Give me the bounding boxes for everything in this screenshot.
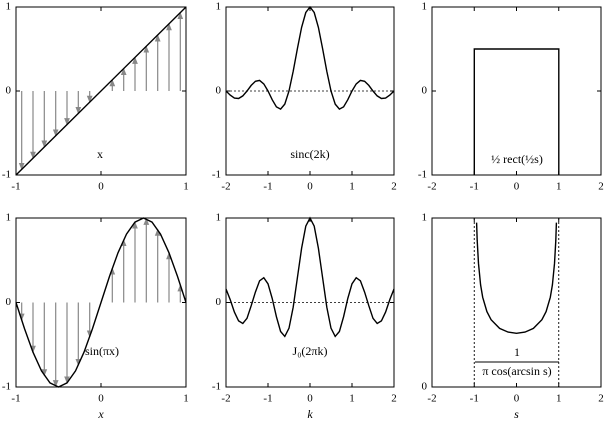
annotation-denominator: π cos(arcsin s) xyxy=(482,364,551,378)
y-tick-label: 1 xyxy=(6,212,12,224)
x-tick-label: -1 xyxy=(263,393,272,405)
annotation: x xyxy=(97,147,103,161)
y-tick-label: 1 xyxy=(422,212,428,224)
x-tick-label: 1 xyxy=(556,181,562,193)
x-tick-label: 0 xyxy=(98,181,104,193)
x-tick-label: -2 xyxy=(427,181,436,193)
x-tick-label: -2 xyxy=(221,393,230,405)
y-tick-label: 0 xyxy=(6,85,12,97)
y-tick-label: -1 xyxy=(212,169,221,181)
x-tick-label: -2 xyxy=(221,181,230,193)
curve xyxy=(225,216,395,338)
y-tick-label: 0 xyxy=(216,296,222,308)
curve xyxy=(15,217,187,388)
y-tick-label: 0 xyxy=(422,85,428,97)
annotation-numerator: 1 xyxy=(514,345,520,359)
x-tick-label: -1 xyxy=(11,393,20,405)
annotation: sinc(2k) xyxy=(290,147,329,161)
x-tick-label: -1 xyxy=(11,181,20,193)
x-tick-label: 1 xyxy=(556,393,562,405)
x-tick-label: 0 xyxy=(98,393,104,405)
x-tick-label: -1 xyxy=(470,393,479,405)
x-axis-label: x xyxy=(97,407,104,421)
y-tick-label: -1 xyxy=(2,381,11,393)
annotation: ½ rect(½s) xyxy=(491,152,543,166)
x-tick-label: 2 xyxy=(391,393,397,405)
x-tick-label: 1 xyxy=(349,181,355,193)
x-tick-label: 1 xyxy=(183,393,189,405)
x-tick-label: -1 xyxy=(470,181,479,193)
y-tick-label: 1 xyxy=(216,1,222,13)
y-tick-label: -1 xyxy=(2,169,11,181)
curve xyxy=(473,48,560,175)
x-axis-label: k xyxy=(307,407,313,421)
y-tick-label: 1 xyxy=(422,1,428,13)
curve xyxy=(225,5,395,110)
x-tick-label: 2 xyxy=(598,181,604,193)
x-tick-label: -2 xyxy=(427,393,436,405)
annotation: sin(πx) xyxy=(85,344,119,358)
x-tick-label: 0 xyxy=(514,393,520,405)
y-tick-label: 1 xyxy=(6,1,12,13)
curve xyxy=(15,6,187,176)
y-tick-label: 0 xyxy=(216,85,222,97)
x-tick-label: 0 xyxy=(307,393,313,405)
curve xyxy=(475,222,558,335)
x-tick-label: 1 xyxy=(349,393,355,405)
annotation: J₀(2πk) xyxy=(293,344,328,358)
y-tick-label: 0 xyxy=(422,381,428,393)
x-tick-label: -1 xyxy=(263,181,272,193)
x-tick-label: 2 xyxy=(391,181,397,193)
y-tick-label: -1 xyxy=(212,381,221,393)
x-axis-label: s xyxy=(514,407,519,421)
y-tick-label: 0 xyxy=(6,296,12,308)
y-tick-label: 1 xyxy=(216,212,222,224)
y-tick-label: -1 xyxy=(418,169,427,181)
x-tick-label: 2 xyxy=(598,393,604,405)
x-tick-label: 0 xyxy=(307,181,313,193)
plot-frame xyxy=(431,6,602,176)
x-tick-label: 0 xyxy=(514,181,520,193)
x-tick-label: 1 xyxy=(183,181,189,193)
